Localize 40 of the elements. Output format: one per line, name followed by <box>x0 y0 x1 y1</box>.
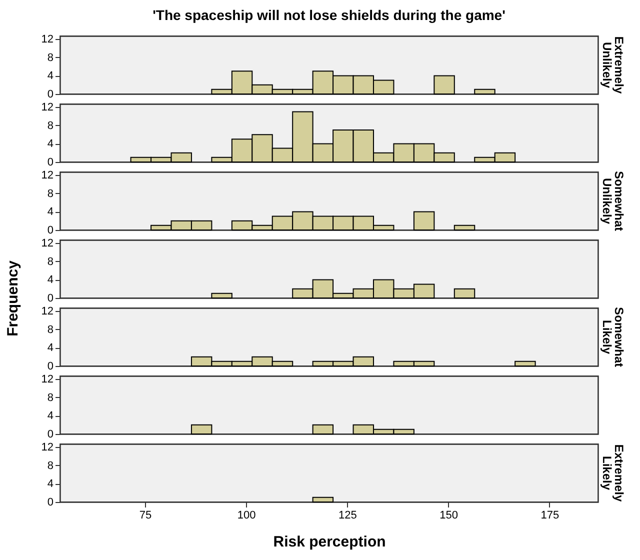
y2-axis-title: Somewhat Likely <box>600 306 626 368</box>
y-tick-label: 0 <box>47 88 54 100</box>
y-tick-label: 12 <box>41 238 54 250</box>
y-tick-label: 8 <box>47 256 54 268</box>
y-tick-label: 12 <box>41 102 54 114</box>
y-tick-label: 0 <box>47 224 54 236</box>
y-tick-label: 4 <box>47 138 54 150</box>
y-tick-label: 4 <box>47 410 54 422</box>
y2-axis-title: Somewhat Unlikely <box>600 170 626 232</box>
y-tick-label: 8 <box>47 392 54 404</box>
x-axis-title: Risk perception <box>273 534 386 550</box>
y-tick-label: 4 <box>47 70 54 82</box>
y-tick-label: 8 <box>47 324 54 336</box>
y-tick-label: 0 <box>47 496 54 508</box>
y-tick-label: 12 <box>41 306 54 318</box>
y-tick-label: 12 <box>41 34 54 46</box>
x-tick-label: 75 <box>139 510 152 522</box>
y-tick-label: 4 <box>47 206 54 218</box>
x-tick-label: 125 <box>338 510 357 522</box>
y-tick-label: 0 <box>47 360 54 372</box>
x-tick-label: 150 <box>440 510 458 522</box>
y-tick-label: 8 <box>47 188 54 200</box>
y-tick-label: 12 <box>41 170 54 182</box>
y-tick-label: 0 <box>47 156 54 168</box>
x-tick-label: 100 <box>237 510 256 522</box>
y-tick-label: 4 <box>47 478 54 490</box>
y-tick-label: 0 <box>47 292 54 304</box>
y-tick-label: 12 <box>41 442 54 454</box>
y-axis-title: Frequency <box>4 260 22 336</box>
y2-axis-title: Extremely Likely <box>600 444 626 502</box>
y-tick-label: 0 <box>47 428 54 440</box>
y-tick-label: 12 <box>41 374 54 386</box>
chart-title: 'The spaceship will not lose shields during the game' <box>152 7 506 24</box>
y-tick-label: 8 <box>47 52 54 64</box>
y-tick-label: 8 <box>47 460 54 472</box>
x-tick-label: 175 <box>540 510 560 522</box>
y2-axis-title: Extremely Unlikely <box>600 36 626 94</box>
y-tick-label: 8 <box>47 120 54 132</box>
y-tick-label: 4 <box>47 342 54 354</box>
y-tick-label: 4 <box>47 274 54 286</box>
